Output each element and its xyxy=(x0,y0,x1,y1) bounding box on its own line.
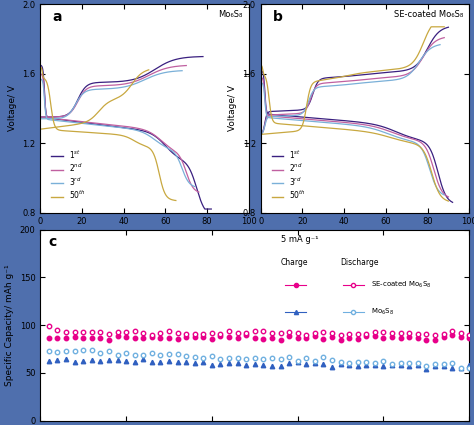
Text: b: b xyxy=(273,11,283,25)
Text: Mo₆S₈: Mo₆S₈ xyxy=(218,11,243,20)
Text: Mo$_6$S$_8$: Mo$_6$S$_8$ xyxy=(371,307,394,317)
Y-axis label: Specific Capacity/ mAh g⁻¹: Specific Capacity/ mAh g⁻¹ xyxy=(5,264,14,386)
Text: Charge: Charge xyxy=(281,258,308,267)
Text: SE-coated Mo₆S₈: SE-coated Mo₆S₈ xyxy=(394,11,463,20)
Y-axis label: Voltage/ V: Voltage/ V xyxy=(8,85,17,131)
Legend: 1$^{st}$, 2$^{nd}$, 3$^{rd}$, 50$^{th}$: 1$^{st}$, 2$^{nd}$, 3$^{rd}$, 50$^{th}$ xyxy=(48,145,89,204)
Text: c: c xyxy=(49,235,57,249)
Text: Discharge: Discharge xyxy=(340,258,379,267)
Legend: 1$^{st}$, 2$^{nd}$, 3$^{rd}$, 50$^{th}$: 1$^{st}$, 2$^{nd}$, 3$^{rd}$, 50$^{th}$ xyxy=(269,145,310,204)
X-axis label: Specific Capacity/ mAh g⁻¹: Specific Capacity/ mAh g⁻¹ xyxy=(309,232,421,241)
Text: SE-coated Mo$_6$S$_8$: SE-coated Mo$_6$S$_8$ xyxy=(371,280,431,290)
Text: a: a xyxy=(53,11,62,25)
Y-axis label: Voltage/ V: Voltage/ V xyxy=(228,85,237,131)
Text: 5 mA g⁻¹: 5 mA g⁻¹ xyxy=(281,235,318,244)
X-axis label: Specific Capacity/ mAh g⁻¹: Specific Capacity/ mAh g⁻¹ xyxy=(88,232,201,241)
